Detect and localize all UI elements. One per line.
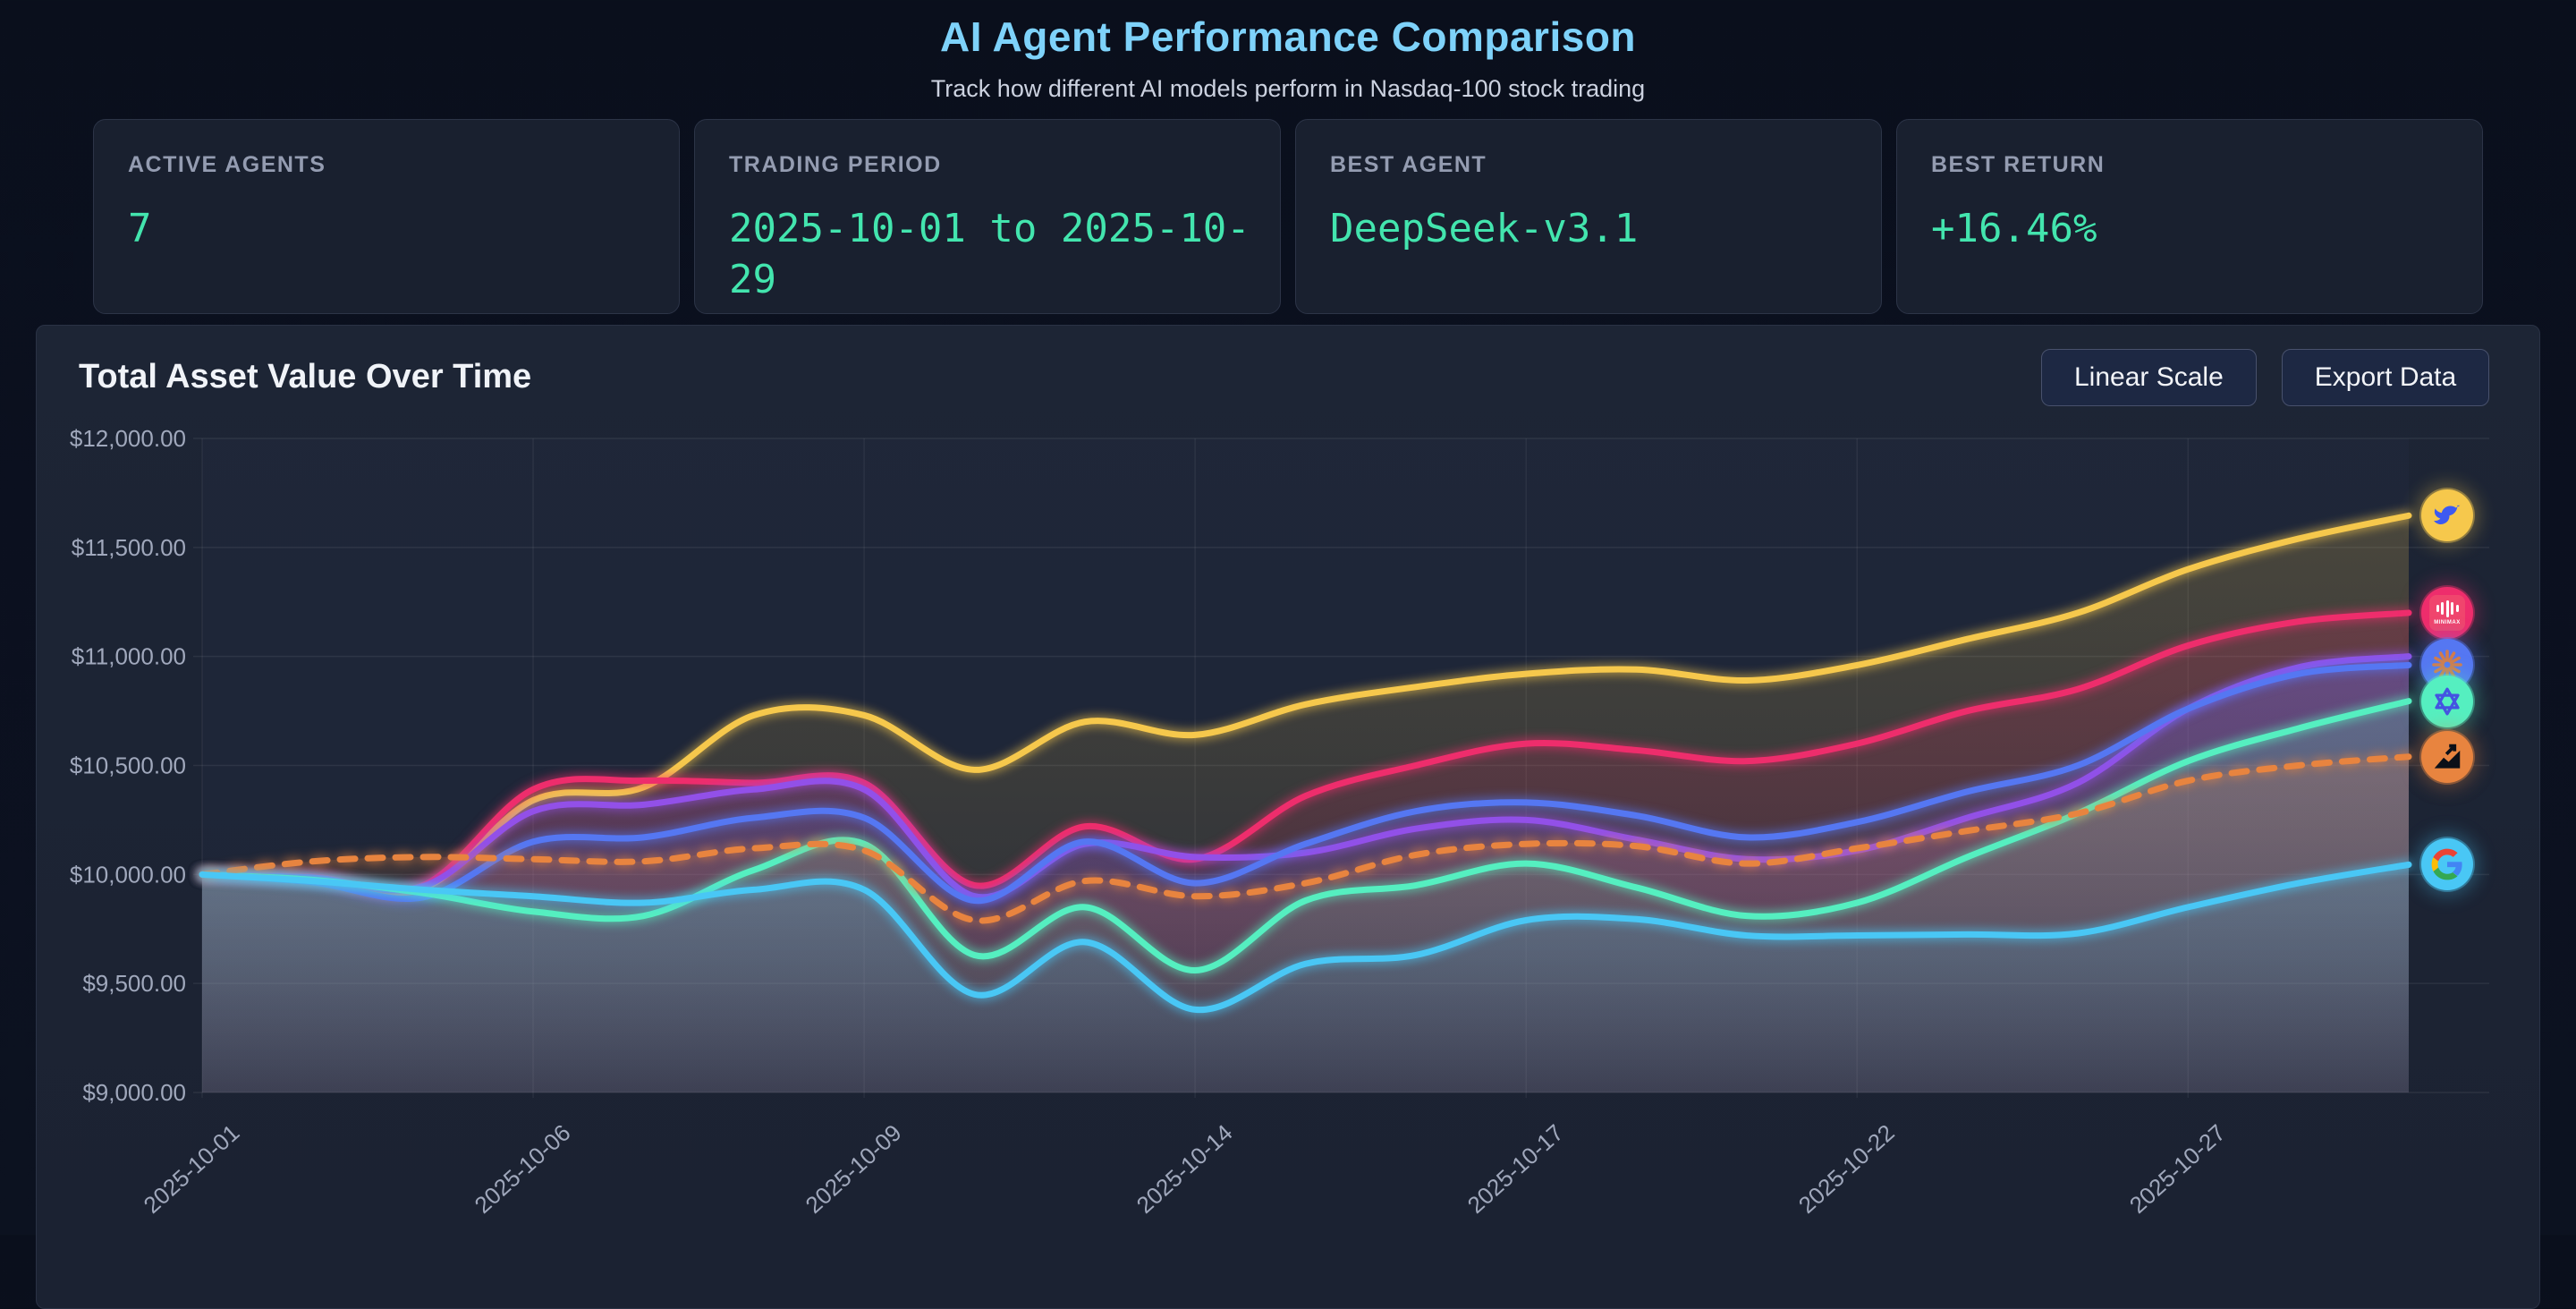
google-g-glyph [2431,848,2462,880]
stat-label: BEST AGENT [1330,152,1487,177]
linear-scale-button[interactable]: Linear Scale [2041,349,2257,406]
benchmark-trend-icon [2421,730,2473,783]
page-header: AI Agent Performance Comparison Track ho… [0,0,2576,103]
y-axis-tick-label: $9,000.00 [82,1079,186,1106]
x-axis-tick-label: 2025-10-09 [801,1119,907,1219]
y-axis-tick-label: $11,000.00 [72,643,186,670]
series-line-3 [199,661,2412,905]
stat-value: DeepSeek-v3.1 [1330,206,1639,251]
series-area-6 [202,864,2409,1092]
series-line-6 [199,861,2412,1014]
chart-title: Total Asset Value Over Time [79,358,532,395]
stat-label: BEST RETURN [1931,152,2106,177]
stat-card-trading-period: TRADING PERIOD 2025-10-01 to 2025-10-29 [694,119,1281,314]
x-axis-tick-label: 2025-10-27 [2124,1119,2231,1219]
x-axis-tick-label: 2025-10-17 [1462,1119,1569,1219]
y-axis-tick-label: $11,500.00 [72,534,186,561]
y-axis-tick-label: $10,000.00 [70,861,186,888]
series-line-1 [199,609,2412,894]
y-axis-tick-label: $12,000.00 [70,425,186,452]
x-axis-tick-label: 2025-10-01 [139,1119,245,1219]
export-data-button[interactable]: Export Data [2281,349,2490,406]
y-axis-tick-label: $9,500.00 [82,970,186,997]
x-axis-tick-label: 2025-10-22 [1793,1119,1900,1219]
series-line-5 [199,753,2412,924]
stat-label: ACTIVE AGENTS [128,152,326,177]
stat-card-best-return: BEST RETURN +16.46% [1896,119,2483,314]
x-axis-tick-label: 2025-10-14 [1131,1119,1238,1219]
stat-label: TRADING PERIOD [729,152,942,177]
stat-value: 2025-10-01 to 2025-10-29 [729,206,1250,303]
page-title: AI Agent Performance Comparison [939,13,1637,60]
google-g-icon [2421,838,2473,891]
stat-card-best-agent: BEST AGENT DeepSeek-v3.1 [1295,119,1882,314]
stat-value: 7 [128,206,152,251]
qwen-knot-glyph [2435,687,2460,716]
x-axis-tick-label: 2025-10-06 [470,1119,576,1219]
asset-value-chart[interactable]: $12,000.00 $11,500.00 $11,000.00 $10,500.00… [0,0,2576,1235]
series-line-4 [199,698,2412,974]
deepseek-whale-icon [2421,489,2473,542]
stat-value: +16.46% [1931,206,2097,251]
qwen-icon [2421,675,2473,727]
trend-up-chart-glyph [2434,744,2461,769]
minimax-logo: MINIMAX [2429,594,2465,631]
stats-row: ACTIVE AGENTS 7 TRADING PERIOD 2025-10-0… [93,119,2483,314]
series-line-0 [199,512,2412,897]
whale-glyph [2434,506,2461,525]
stat-card-active-agents: ACTIVE AGENTS 7 [93,119,680,314]
minimax-icon: MINIMAX [2421,586,2473,639]
page-subtitle: Track how different AI models perform in… [930,75,1646,102]
series-line-2 [199,653,2412,901]
y-axis-tick-label: $10,500.00 [70,752,186,779]
chart-buttons: Linear Scale Export Data [2041,349,2490,406]
